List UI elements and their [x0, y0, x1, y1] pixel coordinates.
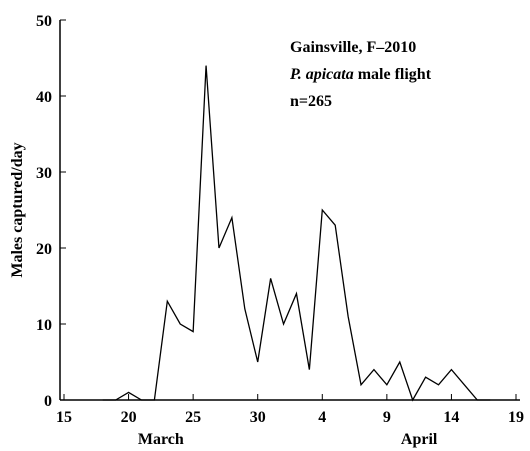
y-tick-label: 40	[36, 89, 52, 106]
x-tick-label: 15	[56, 409, 72, 426]
y-tick-label: 0	[44, 393, 52, 410]
annotation: P. apicata male flight	[289, 66, 432, 83]
annotation: Gainsville, F–2010	[290, 39, 416, 56]
data-line	[102, 65, 491, 402]
y-tick-label: 20	[36, 241, 52, 258]
x-tick-label: 9	[383, 409, 391, 426]
annotation: male flight	[358, 66, 432, 83]
annotation: n=265	[290, 93, 332, 110]
x-tick-label: 30	[250, 409, 266, 426]
month-label: April	[401, 431, 438, 448]
x-tick-label: 25	[185, 409, 201, 426]
y-tick-label: 10	[36, 317, 52, 334]
y-tick-label: 50	[36, 13, 52, 30]
x-tick-label: 19	[508, 409, 524, 426]
x-tick-label: 20	[121, 409, 137, 426]
y-tick-label: 30	[36, 165, 52, 182]
x-tick-label: 14	[443, 409, 459, 426]
x-tick-label: 4	[318, 409, 326, 426]
month-label: March	[138, 431, 184, 448]
annotation: P. apicata	[289, 66, 354, 83]
y-axis-label: Males captured/day	[9, 142, 26, 277]
